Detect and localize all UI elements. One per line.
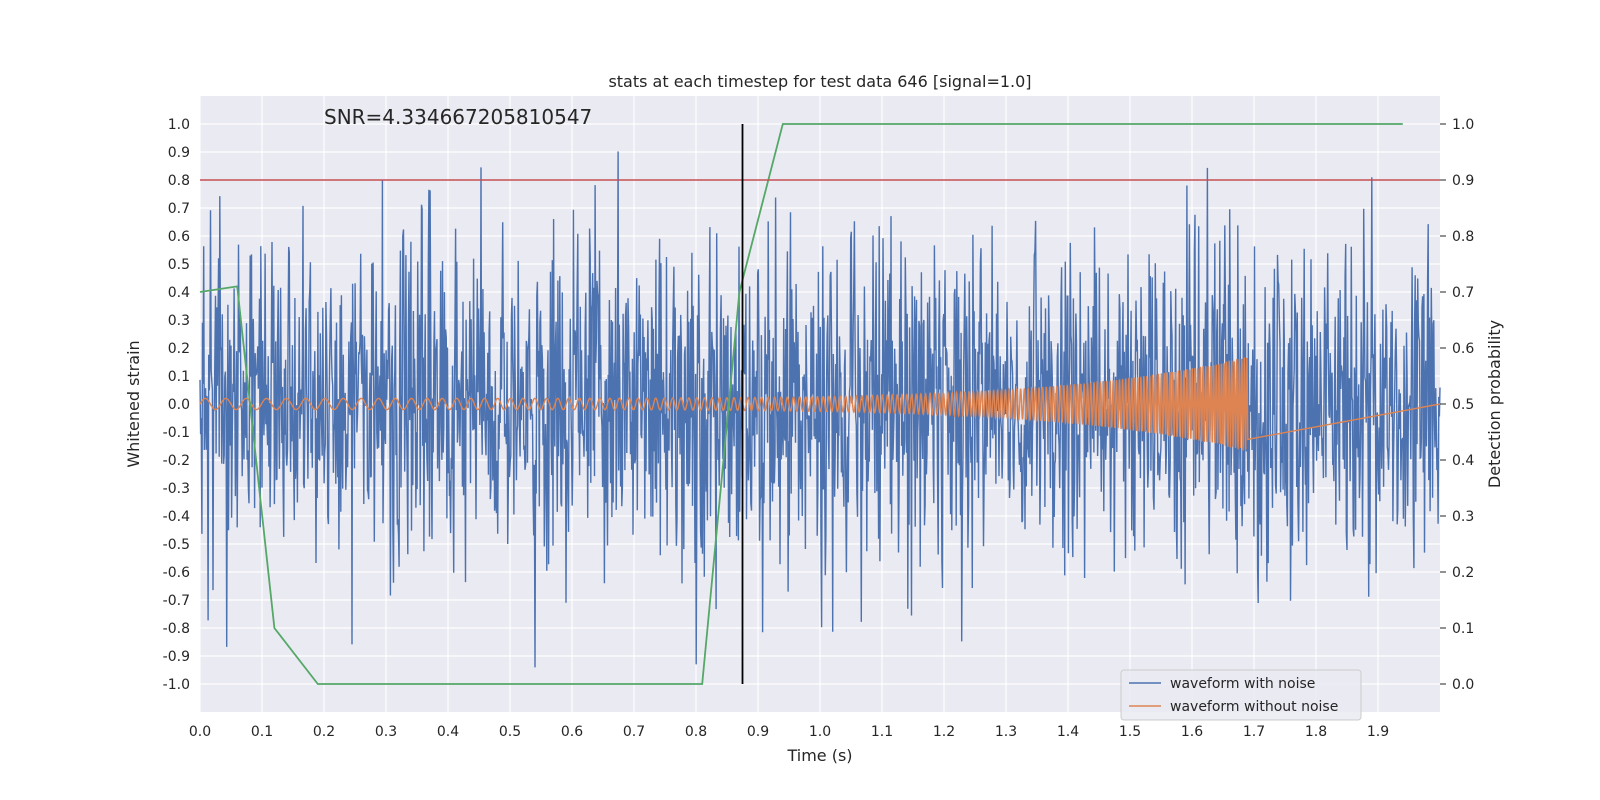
y-right-tick-label-1: 0.1 [1452,621,1474,637]
y-right-tick-label-7: 0.7 [1452,285,1474,301]
x-tick-label-2: 0.2 [313,724,335,740]
y-right-tick-label-3: 0.3 [1452,509,1474,525]
y-left-tick-label-20: 1.0 [168,117,190,133]
x-tick-label-3: 0.3 [375,724,397,740]
x-tick-label-1: 0.1 [251,724,273,740]
y-left-tick-label-4: -0.6 [163,565,190,581]
y-axis-right-ticks: 0.0 0.1 0.2 0.3 0.4 0.5 0.6 0.7 0.8 0.9 1.0 [1440,117,1474,693]
y-left-tick-label-2: -0.8 [163,621,190,637]
y-left-tick-label-6: -0.4 [163,509,190,525]
snr-annotation: SNR=4.334667205810547 [324,105,592,129]
chart-title: stats at each timestep for test data 646… [608,72,1031,91]
x-tick-label-18: 1.8 [1305,724,1327,740]
y-left-tick-label-17: 0.7 [168,201,190,217]
y-right-tick-label-2: 0.2 [1452,565,1474,581]
y-left-tick-label-18: 0.8 [168,173,190,189]
x-tick-label-12: 1.2 [933,724,955,740]
x-tick-label-14: 1.4 [1057,724,1079,740]
y-left-tick-label-14: 0.4 [168,285,190,301]
reference-lines [200,124,1440,684]
x-tick-label-19: 1.9 [1367,724,1389,740]
y-left-tick-label-8: -0.2 [163,453,190,469]
y-right-tick-label-8: 0.8 [1452,229,1474,245]
legend: waveform with noise waveform without noi… [1120,669,1362,721]
y-left-tick-label-13: 0.3 [168,313,190,329]
x-tick-label-4: 0.4 [437,724,459,740]
y-left-tick-label-0: -1.0 [163,677,190,693]
y-axis-left-label: Whitened strain [124,340,143,467]
series-waveform-without-noise [199,357,1441,451]
x-tick-label-15: 1.5 [1119,724,1141,740]
x-tick-label-13: 1.3 [995,724,1017,740]
y-right-tick-label-6: 0.6 [1452,341,1474,357]
y-left-tick-label-11: 0.1 [168,369,190,385]
y-left-tick-label-1: -0.9 [163,649,190,665]
x-tick-label-0: 0.0 [189,724,211,740]
y-left-tick-label-19: 0.9 [168,145,190,161]
legend-label-clean: waveform without noise [1170,699,1338,715]
y-right-tick-label-4: 0.4 [1452,453,1474,469]
x-tick-label-11: 1.1 [871,724,893,740]
legend-label-noise: waveform with noise [1170,676,1315,692]
x-tick-label-16: 1.6 [1181,724,1203,740]
y-left-tick-label-9: -0.1 [163,425,190,441]
y-right-tick-label-5: 0.5 [1452,397,1474,413]
y-left-tick-label-7: -0.3 [163,481,190,497]
x-tick-label-10: 1.0 [809,724,831,740]
y-left-tick-label-10: 0.0 [168,397,190,413]
y-right-tick-label-9: 0.9 [1452,173,1474,189]
y-right-tick-label-10: 1.0 [1452,117,1474,133]
x-tick-label-17: 1.7 [1243,724,1265,740]
x-tick-label-9: 0.9 [747,724,769,740]
series-waveform-with-noise [199,151,1441,668]
y-left-tick-label-16: 0.6 [168,229,190,245]
y-right-tick-label-0: 0.0 [1452,677,1474,693]
y-left-tick-label-15: 0.5 [168,257,190,273]
legend-box [1120,669,1362,721]
y-left-tick-label-12: 0.2 [168,341,190,357]
y-axis-left-ticks: -1.0 -0.9 -0.8 -0.7 -0.6 -0.5 -0.4 -0.3 -0.2 -0.1… [163,117,190,693]
y-left-tick-label-5: -0.5 [163,537,190,553]
y-axis-right-label: Detection probability [1485,320,1504,488]
x-tick-label-8: 0.8 [685,724,707,740]
y-left-tick-label-3: -0.7 [163,593,190,609]
x-axis-ticks: 0.0 0.1 0.2 0.3 0.4 0.5 0.6 0.7 0.8 0.9 1.0 1.1 1.2 1… [189,724,1389,740]
x-tick-label-5: 0.5 [499,724,521,740]
x-tick-label-6: 0.6 [561,724,583,740]
x-tick-label-7: 0.7 [623,724,645,740]
x-axis-label: Time (s) [786,746,852,765]
